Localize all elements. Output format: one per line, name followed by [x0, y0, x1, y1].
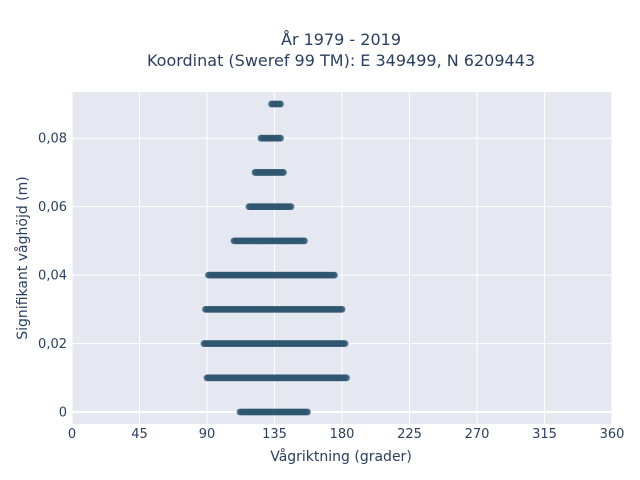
x-tick-label: 315 [532, 427, 557, 442]
x-tick-label: 135 [262, 427, 287, 442]
data-point [277, 134, 284, 142]
x-axis-label: Vågriktning (grader) [270, 448, 412, 465]
data-point [301, 237, 308, 245]
x-tick-label: 180 [330, 427, 355, 442]
data-point [304, 408, 311, 416]
data-point [341, 340, 349, 347]
x-tick-label: 360 [600, 427, 625, 442]
data-point [331, 271, 338, 279]
chart-title-line2: Koordinat (Sweref 99 TM): E 349499, N 62… [147, 51, 535, 70]
data-point [280, 169, 287, 176]
x-tick-label: 0 [68, 427, 76, 442]
y-tick-label: 0 [59, 406, 67, 421]
x-tick-label: 225 [397, 427, 422, 442]
chart-title-line1: År 1979 - 2019 [281, 30, 401, 49]
x-tick-label: 90 [199, 427, 216, 442]
y-axis-label: Signifikant våghöjd (m) [14, 176, 31, 339]
y-tick-label: 0,02 [38, 337, 67, 352]
data-point [287, 203, 295, 211]
data-point [338, 305, 346, 313]
x-tick-label: 270 [465, 427, 490, 442]
data-points [200, 100, 350, 416]
data-point [277, 100, 284, 108]
x-axis-ticks: 0 45 90 135 180 225 270 315 360 [68, 427, 625, 442]
y-tick-label: 0,04 [38, 269, 67, 284]
x-tick-label: 45 [131, 427, 148, 442]
y-axis-ticks: 0 0,02 0,04 0,06 0,08 [38, 132, 67, 421]
data-point [343, 374, 350, 382]
y-tick-label: 0,08 [38, 132, 67, 147]
y-tick-label: 0,06 [38, 200, 67, 215]
